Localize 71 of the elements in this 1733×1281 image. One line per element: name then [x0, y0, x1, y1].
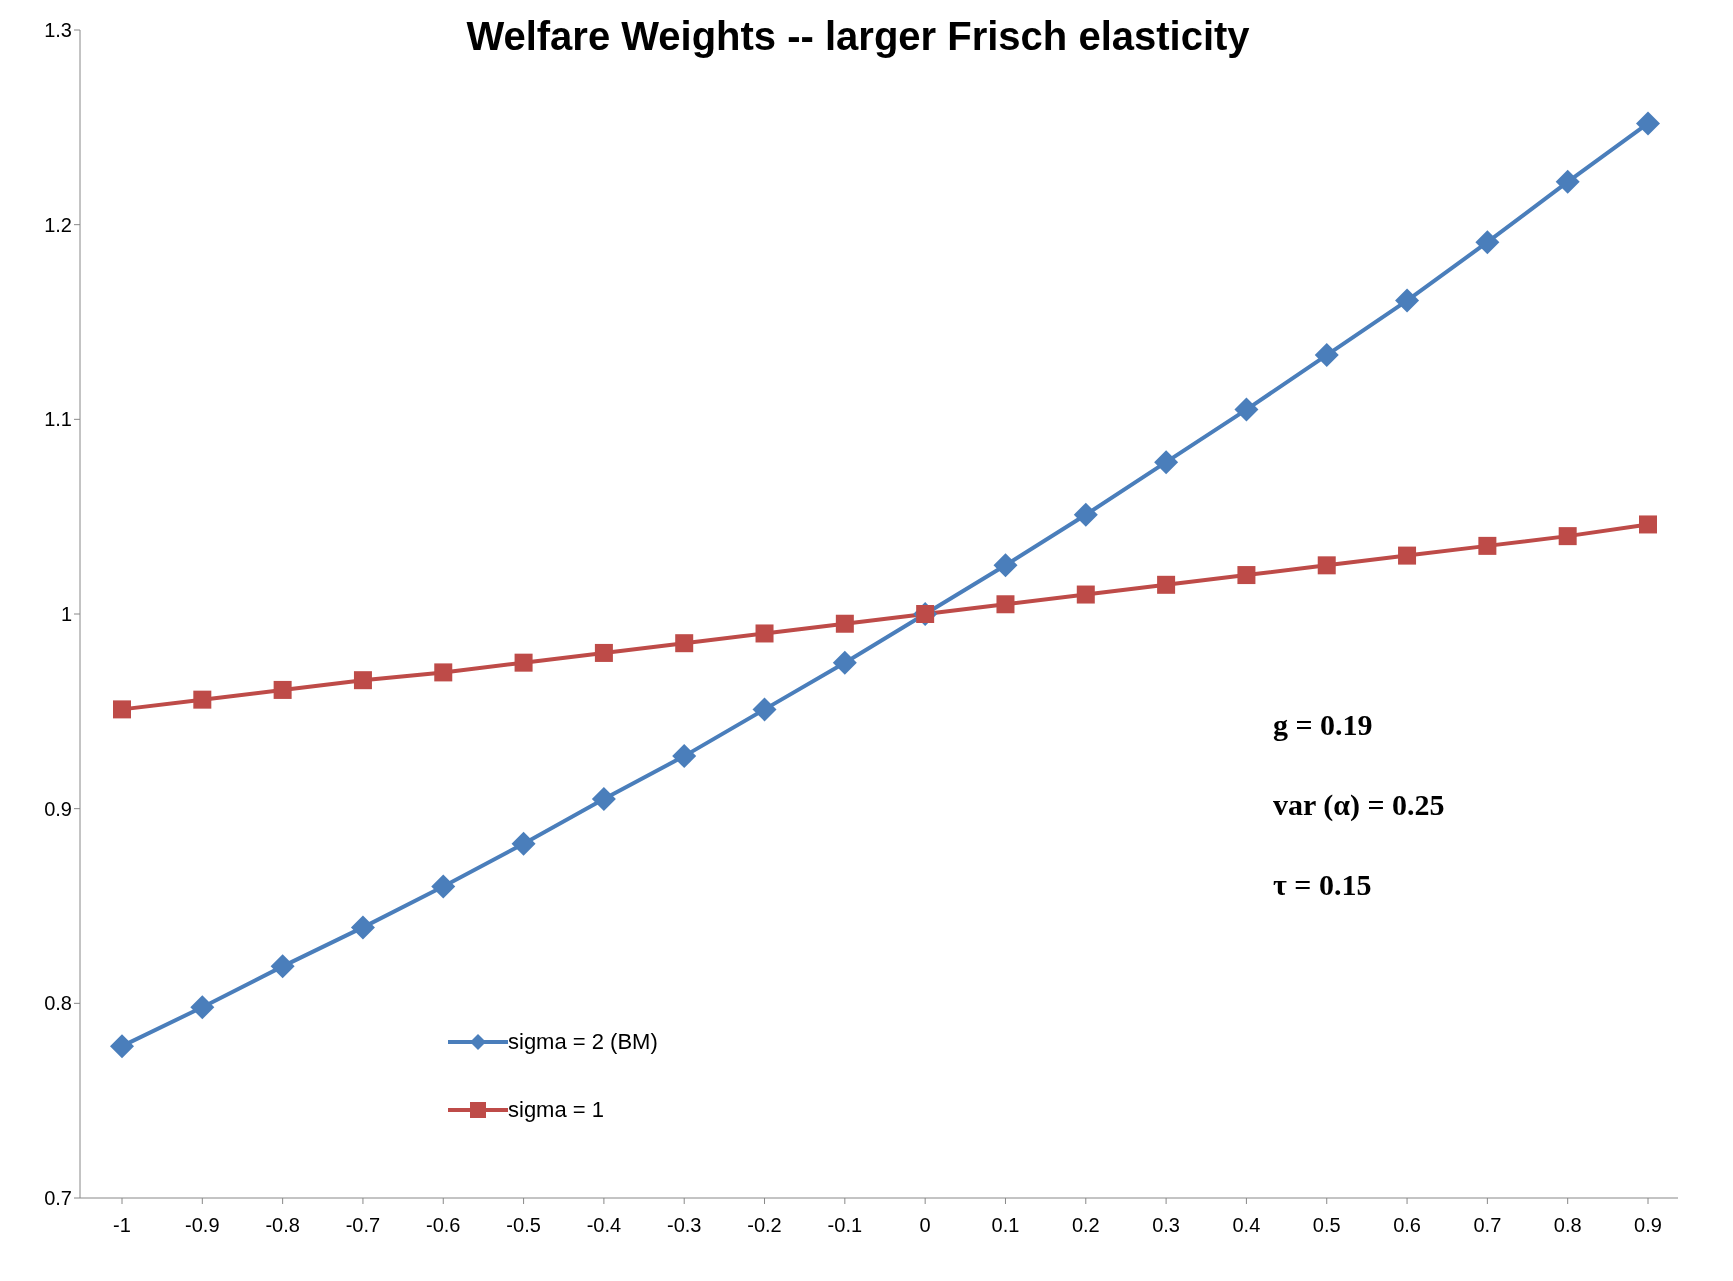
x-tick-label: 0.1: [991, 1214, 1020, 1237]
point: [431, 874, 456, 899]
point: [993, 553, 1018, 578]
y-tick-label: 0.7: [44, 1187, 72, 1210]
y-tick-label: 0.9: [44, 797, 72, 820]
x-tick-label: 0.6: [1393, 1214, 1421, 1237]
point: [190, 995, 215, 1020]
point: [1314, 343, 1339, 368]
annotation: var (α) = 0.25: [1273, 788, 1445, 822]
annotation: τ = 0.15: [1273, 868, 1372, 902]
point: [672, 744, 697, 769]
legend-label: sigma = 1: [508, 1097, 604, 1123]
point: [1475, 230, 1500, 255]
point: [110, 1034, 134, 1059]
x-tick-label: 0.2: [1071, 1214, 1100, 1237]
point: [1076, 585, 1095, 604]
point: [1558, 527, 1577, 546]
point: [514, 653, 533, 672]
point: [1157, 575, 1176, 594]
x-tick-label: -0.9: [185, 1214, 220, 1237]
x-tick-label: 0.4: [1232, 1214, 1261, 1237]
point: [113, 700, 131, 719]
point: [1478, 536, 1497, 555]
x-tick-label: -0.7: [345, 1214, 381, 1237]
x-tick-label: -0.6: [426, 1214, 461, 1237]
x-tick-label: 0.9: [1634, 1214, 1662, 1237]
point: [1073, 502, 1098, 527]
y-tick-label: 0.8: [44, 992, 72, 1015]
x-tick-label: -0.5: [506, 1214, 541, 1237]
point: [1639, 515, 1657, 534]
point: [1154, 450, 1179, 475]
legend-label: sigma = 2 (BM): [508, 1029, 658, 1055]
x-tick-label: 0.5: [1312, 1214, 1341, 1237]
x-tick-label: 0.3: [1152, 1214, 1181, 1237]
point: [996, 595, 1015, 614]
x-tick-label: 0.8: [1553, 1214, 1582, 1237]
x-tick-label: 0.7: [1473, 1214, 1502, 1237]
point: [434, 663, 453, 682]
point: [511, 831, 536, 856]
x-tick-label: 0: [919, 1214, 931, 1237]
chart-title: Welfare Weights -- larger Frisch elasticity: [466, 14, 1250, 58]
y-tick-label: 1.1: [44, 408, 72, 431]
annotation: g = 0.19: [1273, 708, 1373, 742]
point: [193, 690, 212, 709]
point: [1237, 566, 1256, 585]
point: [752, 697, 777, 722]
x-tick-label: -0.8: [265, 1214, 300, 1237]
point: [591, 786, 616, 811]
point: [835, 614, 854, 633]
point: [1398, 546, 1417, 565]
point: [1317, 556, 1336, 575]
point: [273, 680, 292, 699]
point: [675, 634, 694, 653]
point: [350, 915, 375, 940]
point: [270, 954, 295, 979]
y-tick-label: 1.3: [44, 19, 72, 42]
y-tick-label: 1: [60, 603, 72, 626]
point: [1555, 169, 1580, 194]
x-tick-label: -0.2: [747, 1214, 782, 1237]
point: [755, 624, 774, 643]
point: [832, 650, 857, 675]
point: [594, 643, 613, 662]
y-tick-label: 1.2: [44, 213, 72, 236]
x-tick-label: -1: [113, 1214, 131, 1237]
point: [1395, 288, 1420, 313]
x-tick-label: -0.1: [827, 1214, 863, 1237]
x-tick-label: -0.3: [666, 1214, 702, 1237]
x-tick-label: -0.4: [586, 1214, 622, 1237]
point: [1636, 111, 1660, 136]
point: [353, 671, 372, 690]
point: [1234, 397, 1259, 422]
